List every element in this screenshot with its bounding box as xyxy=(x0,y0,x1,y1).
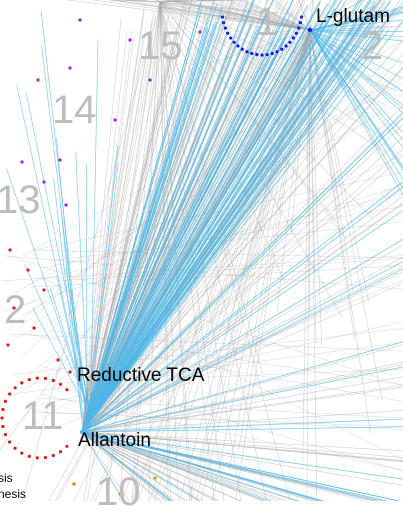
hub-node xyxy=(308,28,312,32)
sector-node xyxy=(14,447,17,450)
blue-edge xyxy=(60,203,82,419)
sector-node xyxy=(292,36,295,39)
sector-node xyxy=(245,50,248,53)
sector-node xyxy=(28,455,31,458)
sector-node xyxy=(8,392,11,395)
sector-node xyxy=(255,53,258,56)
sector-node xyxy=(78,18,81,21)
sector-node xyxy=(222,21,225,24)
sector-node xyxy=(20,160,23,163)
sector-node xyxy=(275,50,278,53)
sector-node xyxy=(20,381,23,384)
sector-node xyxy=(0,416,3,419)
sector-node xyxy=(295,32,298,35)
sector-node xyxy=(226,32,229,35)
sector-node xyxy=(299,21,302,24)
label-l-glutam: L-glutam xyxy=(316,7,390,26)
label-allantoin: Allantoin xyxy=(78,431,151,450)
sector-node xyxy=(113,118,116,121)
legend-fragment-sis: sis xyxy=(0,472,13,484)
sector-node xyxy=(236,44,239,47)
sector-node xyxy=(8,248,11,251)
sector-node xyxy=(241,48,244,51)
sector-node xyxy=(288,41,291,44)
label-reductive-tca: Reductive TCA xyxy=(77,366,204,385)
gray-edge xyxy=(17,93,403,383)
sector-node xyxy=(68,370,71,373)
sector-number-15: 15 xyxy=(138,26,183,66)
sector-node xyxy=(250,52,253,55)
sector-node xyxy=(233,41,236,44)
sector-node xyxy=(6,343,9,346)
gray-edge xyxy=(212,30,310,358)
sector-number-11: 11 xyxy=(22,396,64,436)
sector-node xyxy=(58,158,61,161)
sector-node xyxy=(198,30,201,33)
sector-node xyxy=(20,452,23,455)
sector-node xyxy=(52,379,55,382)
sector-node xyxy=(297,27,300,30)
sector-node xyxy=(44,377,47,380)
sector-node xyxy=(36,78,39,81)
sector-node xyxy=(260,53,263,56)
sector-node xyxy=(221,15,224,18)
sector-node xyxy=(64,203,67,206)
sector-node xyxy=(36,456,39,459)
sector-node xyxy=(65,445,68,448)
sector-node xyxy=(26,268,29,271)
sector-node xyxy=(32,326,35,329)
sector-node xyxy=(229,36,232,39)
sector-node xyxy=(280,48,283,51)
sector-node xyxy=(4,433,7,436)
sector-node xyxy=(1,425,4,428)
sector-node xyxy=(42,180,45,183)
sector-node xyxy=(284,44,287,47)
sector-node xyxy=(44,456,47,459)
sector-node xyxy=(128,38,131,41)
sector-node xyxy=(266,53,269,56)
sector-node xyxy=(4,400,7,403)
sector-node xyxy=(65,388,68,391)
sector-node xyxy=(59,450,62,453)
sector-number-1: 1 xyxy=(256,2,278,42)
sector-node xyxy=(1,408,4,411)
sector-number-14: 14 xyxy=(52,90,97,130)
sector-node xyxy=(153,476,156,479)
sector-node xyxy=(36,377,39,380)
sector-node xyxy=(72,482,76,486)
sector-node xyxy=(52,454,55,457)
legend-fragment-nesis: nesis xyxy=(0,488,26,500)
sector-node xyxy=(300,15,303,18)
sector-number-10: 10 xyxy=(96,472,141,512)
sector-node xyxy=(59,383,62,386)
sector-node xyxy=(271,52,274,55)
sector-node xyxy=(28,378,31,381)
gray-edge xyxy=(34,250,403,257)
sector-node xyxy=(8,440,11,443)
sector-node xyxy=(56,358,59,361)
sector-node xyxy=(224,27,227,30)
sector-node xyxy=(148,78,151,81)
sector-number-2: 2 xyxy=(361,26,383,66)
sector-number-13: 13 xyxy=(0,180,41,220)
sector-number-12: 2 xyxy=(4,290,26,330)
sector-node xyxy=(14,386,17,389)
sector-node xyxy=(68,66,71,69)
sector-node xyxy=(42,288,45,291)
